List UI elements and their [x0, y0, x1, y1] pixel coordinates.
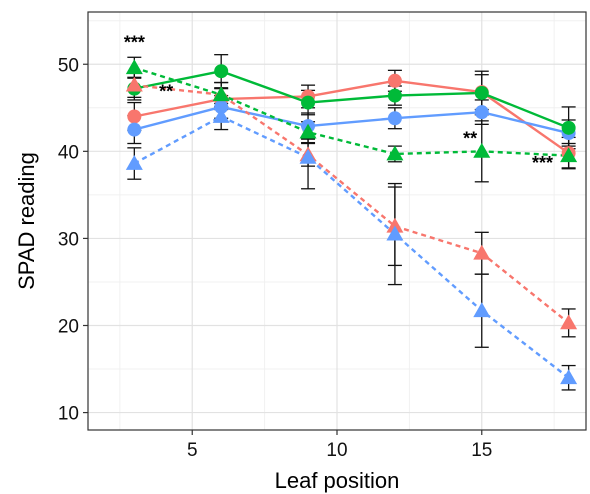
data-point: [212, 108, 230, 123]
data-point: [299, 123, 317, 139]
data-point: [125, 59, 143, 75]
data-point: [299, 148, 317, 164]
axis-ticks: 5 10 15 10 20 30 40 50: [58, 55, 492, 461]
data-point: [387, 73, 402, 88]
data-point: [561, 120, 576, 135]
data-point: [560, 147, 578, 163]
y-tick-label: 40: [58, 142, 79, 163]
series-line: [134, 79, 570, 155]
data-point: [387, 88, 402, 103]
series-line: [134, 105, 569, 135]
data-point: [127, 109, 142, 124]
data-point: [386, 225, 404, 241]
series-line: [134, 83, 570, 324]
data-point: [214, 64, 229, 79]
data-point: [125, 155, 143, 170]
series-line: [133, 115, 570, 379]
data-point: [125, 76, 143, 92]
data-point: [474, 85, 489, 100]
y-tick-label: 10: [58, 404, 79, 425]
grid: [88, 12, 586, 430]
data-point: [473, 302, 491, 318]
data-point: [387, 111, 402, 126]
data-point: [301, 95, 316, 110]
data-point: [127, 122, 142, 137]
data-point: [212, 86, 230, 102]
series-line: [133, 66, 569, 157]
series-markers: [125, 59, 578, 385]
significance-label: ***: [124, 33, 145, 53]
annotations: **********: [124, 33, 553, 173]
y-axis-title: SPAD reading: [14, 152, 39, 290]
significance-label: ***: [532, 153, 553, 173]
data-point: [473, 142, 491, 158]
x-tick-label: 10: [326, 440, 347, 461]
y-tick-label: 20: [58, 317, 79, 338]
x-tick-label: 15: [471, 440, 492, 461]
y-tick-label: 30: [58, 229, 79, 250]
data-point: [560, 314, 578, 330]
data-point: [386, 145, 404, 161]
y-tick-label: 50: [58, 55, 79, 76]
series: [125, 54, 578, 391]
series-lines: [133, 66, 570, 379]
x-axis-title: Leaf position: [275, 468, 400, 493]
data-point: [386, 217, 404, 233]
data-point: [473, 244, 491, 260]
significance-label: **: [463, 128, 477, 148]
series-line: [134, 70, 570, 129]
data-point: [214, 99, 229, 114]
significance-label: **: [159, 81, 173, 101]
data-point: [560, 369, 578, 385]
data-point: [474, 105, 489, 120]
x-tick-label: 5: [187, 440, 198, 461]
